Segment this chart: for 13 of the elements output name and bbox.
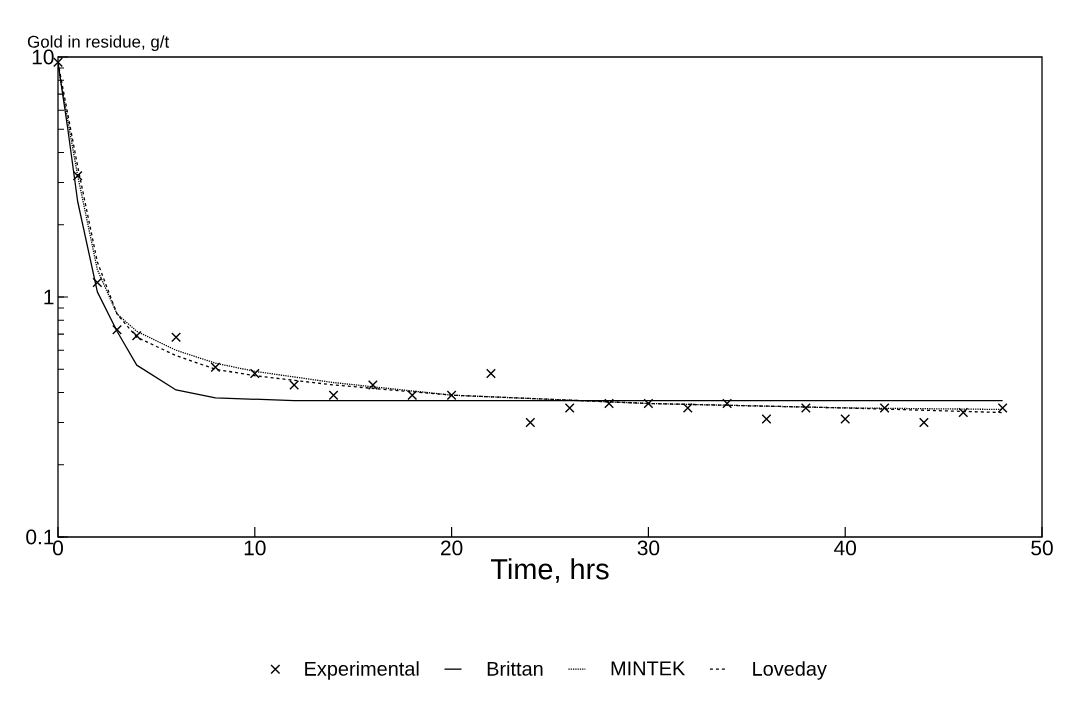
- x-tick-label: 10: [244, 540, 266, 556]
- y-tick-label: 1: [44, 289, 54, 305]
- legend-label: Experimental: [305, 661, 419, 680]
- legend-label: Brittan: [487, 661, 543, 676]
- x-tick-label: 50: [1031, 540, 1053, 556]
- y-tick-label: 0.1: [26, 529, 54, 545]
- x-tick-label: 40: [834, 540, 857, 556]
- x-tick-label: 0: [52, 540, 63, 556]
- legend-label: Loveday: [753, 661, 827, 680]
- x-axis-title: Time, hrs: [491, 558, 609, 583]
- x-tick-label: 20: [441, 540, 463, 556]
- legend-label: MINTEK: [611, 661, 686, 676]
- x-tick-label: 30: [637, 540, 660, 556]
